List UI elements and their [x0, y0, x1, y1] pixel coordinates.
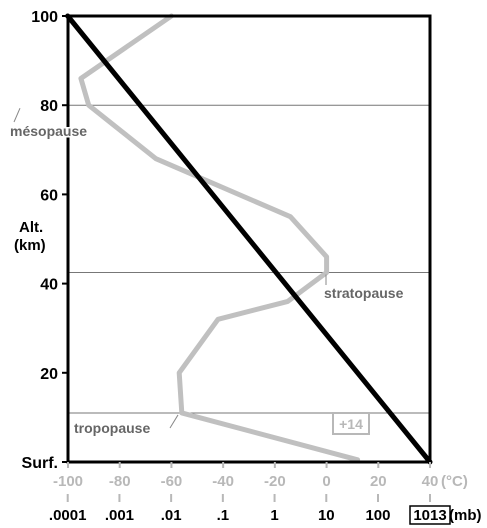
temperature-tick-label: 0: [322, 473, 330, 490]
pressure-axis: 1013 100 10 1 .1 .01 .001 .0001 (mb): [49, 494, 482, 525]
y-tick-label: 20: [40, 366, 58, 383]
mesopause-leader: [13, 108, 21, 123]
surface-temp-box: [332, 412, 370, 435]
temperature-tick-label: -80: [109, 473, 131, 490]
stratopause-label: stratopause: [324, 285, 404, 301]
temperature-axis: -100 -80 -60 -40 -20 0 20 40 (°C): [53, 462, 468, 490]
surface-temp-annotation: +14: [339, 416, 363, 432]
y-tick-label: Surf.: [22, 455, 58, 472]
tropopause-leader: [169, 414, 179, 429]
pressure-tick-label: .1: [217, 507, 230, 524]
annotations: tropopause stratopause mésopause +14: [9, 108, 404, 436]
y-tick-label: 40: [40, 277, 58, 294]
temperature-tick-label: -100: [53, 473, 83, 490]
y-ticks: 100 80 60 40 20 Surf.: [22, 9, 68, 472]
layer-lines: [68, 104, 430, 414]
temperature-tick-label: 20: [370, 473, 387, 490]
pressure-tick-label: 1013: [413, 507, 446, 524]
pressure-tick-label: 1: [270, 507, 278, 524]
temperature-unit: (°C): [441, 473, 468, 490]
temperature-tick-label: 40: [422, 473, 439, 490]
y-axis-label-line2: (km): [14, 237, 46, 254]
pressure-tick-label: .01: [161, 507, 182, 524]
pressure-highlight-box: [409, 505, 451, 525]
pressure-line: [65, 13, 433, 465]
temperature-tick-label: -60: [161, 473, 183, 490]
temperature-tick-label: -20: [264, 473, 286, 490]
y-axis-label-line1: Alt.: [19, 219, 43, 236]
plot-frame: [66, 14, 432, 464]
pressure-unit: (mb): [449, 507, 482, 524]
tropopause-label: tropopause: [74, 420, 150, 436]
pressure-tick-label: 10: [318, 507, 335, 524]
y-tick-label: 80: [40, 98, 58, 115]
temperature-tick-label: -40: [212, 473, 234, 490]
pressure-tick-label: .0001: [49, 507, 87, 524]
pressure-tick-label: .001: [105, 507, 134, 524]
temperature-line: [78, 13, 361, 463]
pressure-tick-label: 100: [365, 507, 390, 524]
series-layer: [65, 13, 433, 465]
mesopause-label: mésopause: [10, 123, 87, 139]
y-tick-label: 100: [31, 9, 58, 26]
y-tick-label: 60: [40, 187, 58, 204]
